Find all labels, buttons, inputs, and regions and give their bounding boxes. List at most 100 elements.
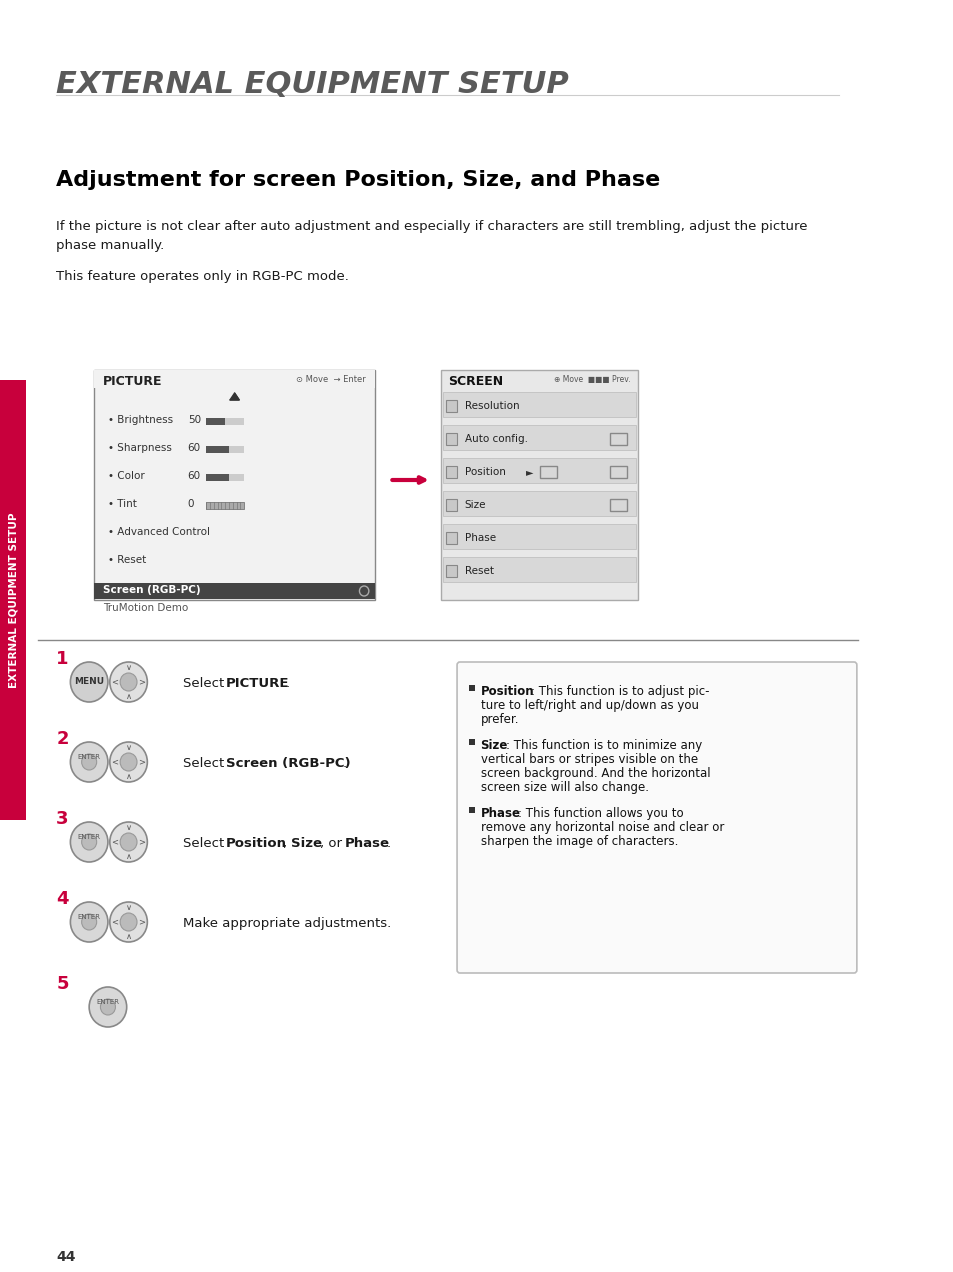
Text: TruMotion Demo: TruMotion Demo	[103, 603, 189, 613]
Text: ∨: ∨	[126, 903, 132, 912]
Text: ⊕ Move  ■■■ Prev.: ⊕ Move ■■■ Prev.	[554, 375, 630, 384]
Text: • Tint: • Tint	[108, 499, 136, 509]
Text: <: <	[112, 917, 118, 926]
Text: >: >	[138, 678, 146, 687]
Text: screen size will also change.: screen size will also change.	[480, 781, 648, 794]
Text: sharpen the image of characters.: sharpen the image of characters.	[480, 834, 678, 848]
Circle shape	[120, 673, 137, 691]
Text: Position: Position	[464, 467, 505, 477]
Text: : This function allows you to: : This function allows you to	[517, 806, 683, 820]
Bar	[206, 446, 244, 453]
Text: <: <	[112, 758, 118, 767]
Text: screen background. And the horizontal: screen background. And the horizontal	[480, 767, 709, 780]
Text: Select: Select	[183, 757, 229, 770]
Text: Phase: Phase	[480, 806, 520, 820]
Text: If the picture is not clear after auto adjustment and especially if characters a: If the picture is not clear after auto a…	[56, 220, 807, 252]
Text: ∨: ∨	[126, 823, 132, 832]
Bar	[609, 466, 626, 478]
Bar	[469, 739, 475, 745]
Bar	[206, 474, 229, 481]
Text: Phase: Phase	[344, 837, 389, 850]
Bar	[206, 418, 244, 425]
Text: Select: Select	[183, 837, 229, 850]
Bar	[442, 491, 636, 516]
Text: ∧: ∧	[126, 692, 132, 701]
Text: 4: 4	[56, 890, 69, 908]
Text: <: <	[112, 678, 118, 687]
Text: Screen (RGB-PC): Screen (RGB-PC)	[226, 757, 350, 770]
Text: remove any horizontal noise and clear or: remove any horizontal noise and clear or	[480, 820, 723, 834]
Text: ∧: ∧	[126, 852, 132, 861]
Circle shape	[82, 754, 96, 770]
Circle shape	[110, 742, 147, 782]
Bar	[442, 524, 636, 550]
Bar	[609, 432, 626, 445]
Text: ►: ►	[525, 467, 533, 477]
Text: .: .	[386, 837, 391, 850]
Text: 44: 44	[56, 1250, 75, 1264]
Text: Select: Select	[183, 677, 229, 689]
Bar	[0, 380, 27, 820]
Polygon shape	[230, 393, 239, 399]
Text: ∨: ∨	[126, 663, 132, 672]
Bar	[93, 370, 375, 388]
Text: • Sharpness: • Sharpness	[108, 443, 172, 453]
Text: ture to left/right and up/down as you: ture to left/right and up/down as you	[480, 700, 698, 712]
Text: Size: Size	[291, 837, 321, 850]
Text: Position: Position	[226, 837, 287, 850]
Text: , or: , or	[319, 837, 346, 850]
Text: vertical bars or stripes visible on the: vertical bars or stripes visible on the	[480, 753, 697, 766]
Text: • Reset: • Reset	[108, 555, 146, 565]
Text: Size: Size	[480, 739, 507, 752]
Text: 3: 3	[56, 810, 69, 828]
Circle shape	[89, 987, 127, 1027]
Bar	[609, 499, 626, 511]
Text: ENTER: ENTER	[77, 834, 101, 840]
Text: >: >	[138, 758, 146, 767]
Circle shape	[120, 833, 137, 851]
Bar	[442, 557, 636, 583]
Circle shape	[82, 834, 96, 850]
Bar	[206, 474, 244, 481]
Circle shape	[120, 753, 137, 771]
Text: EXTERNAL EQUIPMENT SETUP: EXTERNAL EQUIPMENT SETUP	[56, 70, 569, 99]
Text: • Color: • Color	[108, 471, 145, 481]
Text: ENTER: ENTER	[96, 999, 119, 1005]
Text: Make appropriate adjustments.: Make appropriate adjustments.	[183, 917, 391, 930]
Text: This feature operates only in RGB-PC mode.: This feature operates only in RGB-PC mod…	[56, 270, 349, 282]
Bar	[445, 466, 456, 478]
Text: • Advanced Control: • Advanced Control	[108, 527, 210, 537]
Bar	[469, 806, 475, 813]
Circle shape	[71, 822, 108, 862]
Text: SCREEN: SCREEN	[448, 375, 503, 388]
Bar	[440, 370, 638, 600]
Text: 2: 2	[56, 730, 69, 748]
Text: .: .	[342, 757, 347, 770]
Bar	[206, 418, 225, 425]
Text: ∧: ∧	[126, 932, 132, 941]
Bar	[206, 446, 229, 453]
Text: >: >	[138, 917, 146, 926]
Text: 60: 60	[188, 443, 201, 453]
Circle shape	[120, 913, 137, 931]
Text: ENTER: ENTER	[77, 754, 101, 759]
Bar	[445, 399, 456, 412]
Text: ,: ,	[283, 837, 291, 850]
Text: MENU: MENU	[74, 678, 104, 687]
Bar	[469, 686, 475, 691]
Bar	[445, 499, 456, 511]
Circle shape	[82, 915, 96, 930]
Bar	[445, 565, 456, 577]
Bar	[442, 458, 636, 483]
Text: .: .	[285, 677, 289, 689]
Text: ENTER: ENTER	[77, 915, 101, 920]
Bar	[539, 466, 556, 478]
Circle shape	[110, 661, 147, 702]
Bar	[206, 502, 244, 509]
Text: Screen (RGB-PC): Screen (RGB-PC)	[103, 585, 201, 595]
Bar	[442, 425, 636, 450]
Text: ∨: ∨	[126, 743, 132, 752]
Circle shape	[71, 742, 108, 782]
FancyBboxPatch shape	[456, 661, 856, 973]
Circle shape	[71, 902, 108, 943]
